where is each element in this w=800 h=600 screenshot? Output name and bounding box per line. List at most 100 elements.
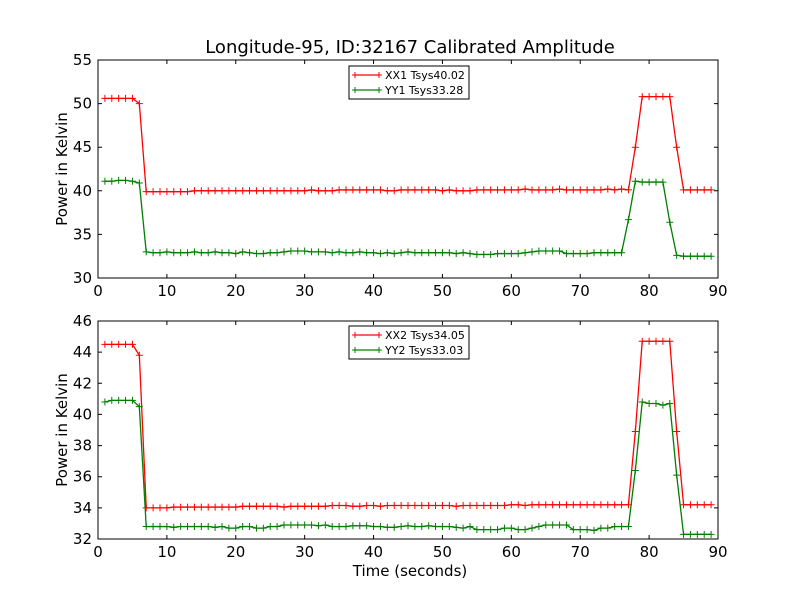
data-point	[652, 337, 660, 345]
y-tick-label: 42	[73, 374, 92, 392]
data-point	[170, 249, 178, 257]
data-point	[246, 523, 254, 531]
data-point	[149, 523, 157, 531]
data-point	[156, 249, 164, 257]
data-point	[535, 186, 543, 194]
data-point	[700, 252, 708, 260]
data-point	[659, 93, 667, 101]
data-point	[480, 526, 488, 534]
data-point	[680, 252, 688, 260]
data-point	[700, 530, 708, 538]
data-point	[494, 186, 502, 194]
data-point	[190, 503, 198, 511]
data-point	[246, 502, 254, 510]
data-point	[108, 94, 116, 102]
data-point	[618, 501, 626, 509]
data-point	[122, 340, 130, 348]
data-point	[211, 248, 219, 256]
data-point	[473, 250, 481, 258]
data-point	[252, 250, 260, 258]
y-tick-label: 40	[73, 182, 92, 200]
data-point	[390, 502, 398, 510]
data-point	[480, 186, 488, 194]
data-point	[335, 502, 343, 510]
data-point	[590, 249, 598, 257]
data-point	[514, 250, 522, 258]
data-point	[459, 524, 467, 532]
data-point	[294, 187, 302, 195]
data-point	[562, 250, 570, 258]
data-point	[225, 187, 233, 195]
data-point	[528, 248, 536, 256]
data-point	[314, 522, 322, 530]
data-point	[308, 186, 316, 194]
data-point	[128, 177, 136, 185]
data-point	[707, 501, 715, 509]
data-point	[149, 188, 157, 196]
data-point	[232, 187, 240, 195]
series-yy	[101, 176, 715, 260]
data-point	[680, 501, 688, 509]
data-point	[445, 186, 453, 194]
data-point	[390, 250, 398, 258]
data-point	[432, 249, 440, 257]
data-point	[246, 187, 254, 195]
data-point	[328, 187, 336, 195]
data-point	[349, 186, 357, 194]
data-point	[328, 249, 336, 257]
legend-label: YY1 Tsys33.28	[384, 84, 463, 97]
legend-marker	[352, 72, 358, 78]
data-point	[480, 250, 488, 258]
data-point	[218, 249, 226, 257]
data-point	[673, 428, 681, 436]
data-point	[680, 530, 688, 538]
data-point	[294, 521, 302, 529]
data-point	[425, 522, 433, 530]
data-point	[390, 187, 398, 195]
data-point	[418, 502, 426, 510]
data-point	[611, 501, 619, 509]
series-xx	[101, 337, 715, 512]
data-point	[101, 398, 109, 406]
legend-label: XX2 Tsys34.05	[385, 329, 465, 342]
legend-marker	[376, 72, 382, 78]
data-point	[404, 522, 412, 530]
data-point	[569, 186, 577, 194]
data-point	[638, 93, 646, 101]
data-point	[184, 188, 192, 196]
data-point	[411, 502, 419, 510]
data-point	[273, 523, 281, 531]
data-point	[239, 248, 247, 256]
data-point	[418, 249, 426, 257]
data-point	[342, 523, 350, 531]
data-point	[411, 249, 419, 257]
data-point	[556, 185, 564, 193]
data-point	[686, 501, 694, 509]
data-point	[197, 187, 205, 195]
data-point	[521, 249, 529, 257]
x-tick-label: 40	[364, 543, 383, 561]
data-point	[542, 501, 550, 509]
data-point	[597, 524, 605, 532]
data-point	[590, 501, 598, 509]
data-point	[466, 187, 474, 195]
data-point	[328, 523, 336, 531]
data-point	[259, 524, 267, 532]
series-xx	[101, 93, 715, 196]
x-tick-label: 40	[364, 282, 383, 300]
data-point	[397, 502, 405, 510]
legend-marker	[352, 347, 358, 353]
data-point	[376, 250, 384, 258]
data-point	[618, 185, 626, 193]
data-point	[480, 502, 488, 510]
data-point	[611, 523, 619, 531]
x-tick-label: 70	[571, 282, 590, 300]
data-point	[376, 502, 384, 510]
data-point	[177, 249, 185, 257]
data-point	[280, 503, 288, 511]
data-point	[197, 503, 205, 511]
data-point	[618, 523, 626, 531]
data-point	[328, 502, 336, 510]
data-point	[583, 501, 591, 509]
data-point	[452, 502, 460, 510]
